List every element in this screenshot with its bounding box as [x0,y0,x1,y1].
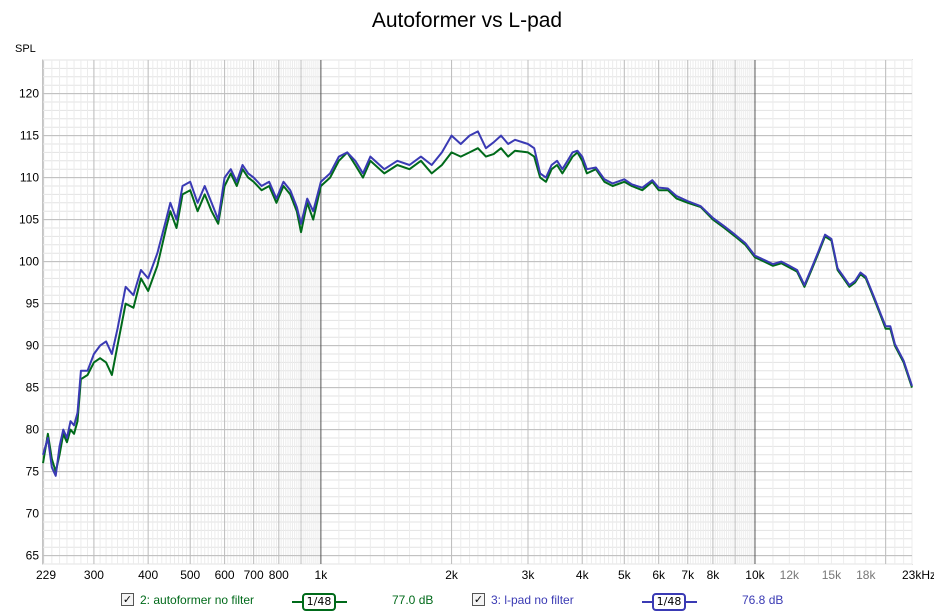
series-3-checkbox[interactable]: ✓ [472,593,485,606]
series-line-3 [42,130,913,477]
series-3-smoothing-button[interactable]: 1/48 [652,593,686,611]
y-tick-label: 75 [26,465,40,479]
x-tick-label: 700 [244,568,264,582]
y-tick-label: 120 [19,87,39,101]
y-tick-labels: 65 70 75 80 85 90 95 100 105 110 115 120 [19,87,39,563]
y-axis-label: SPL [15,43,36,55]
series-2-checkbox[interactable]: ✓ [121,593,134,606]
y-tick-label: 85 [26,381,40,395]
frequency-response-chart: 65 70 75 80 85 90 95 100 105 110 115 120 229 300 400 5… [19,59,934,582]
x-tick-label: 7k [681,568,695,582]
series-3-name: 3: l-pad no filter [491,593,574,607]
x-tick-label: 800 [269,568,289,582]
x-tick-label: 229 [36,568,56,582]
y-tick-label: 70 [26,507,40,521]
x-tick-label: 5k [618,568,632,582]
x-tick-label: 3k [522,568,536,582]
y-tick-label: 65 [26,549,40,563]
series-layer [42,130,913,477]
series-3-level: 76.8 dB [742,593,784,607]
x-tick-label: 2k [445,568,459,582]
y-tick-label: 80 [26,423,40,437]
y-tick-label: 100 [19,255,39,269]
x-tick-label: 23kHz [902,568,934,582]
x-tick-label: 18k [856,568,876,582]
series-2-level: 77.0 dB [392,593,434,607]
x-tick-label: 500 [180,568,200,582]
major-gridlines [43,60,912,564]
x-tick-label: 12k [780,568,800,582]
x-tick-labels: 229 300 400 500 600 700 800 1k 2k 3k 4k 5k 6k 7k 8k 10k… [36,568,934,582]
legend: ✓ 2: autoformer no filter 1/48 77.0 dB ✓… [0,591,934,611]
x-tick-label: 400 [138,568,158,582]
y-tick-label: 95 [26,297,40,311]
series-line-2 [42,147,913,473]
series-2-smoothing-button[interactable]: 1/48 [302,593,336,611]
chart-title: Autoformer vs L-pad [371,9,563,32]
y-tick-label: 110 [20,171,39,185]
x-tick-label: 4k [576,568,590,582]
y-tick-label: 105 [19,213,39,227]
x-tick-label: 1k [315,568,329,582]
x-tick-label: 300 [84,568,104,582]
x-tick-label: 10k [745,568,765,582]
y-tick-label: 115 [20,129,39,143]
x-tick-label: 600 [215,568,235,582]
y-tick-label: 90 [26,339,40,353]
x-tick-label: 15k [822,568,842,582]
x-tick-label: 8k [707,568,721,582]
x-tick-label: 6k [652,568,666,582]
minor-gridlines [43,59,913,565]
series-2-name: 2: autoformer no filter [140,593,255,607]
